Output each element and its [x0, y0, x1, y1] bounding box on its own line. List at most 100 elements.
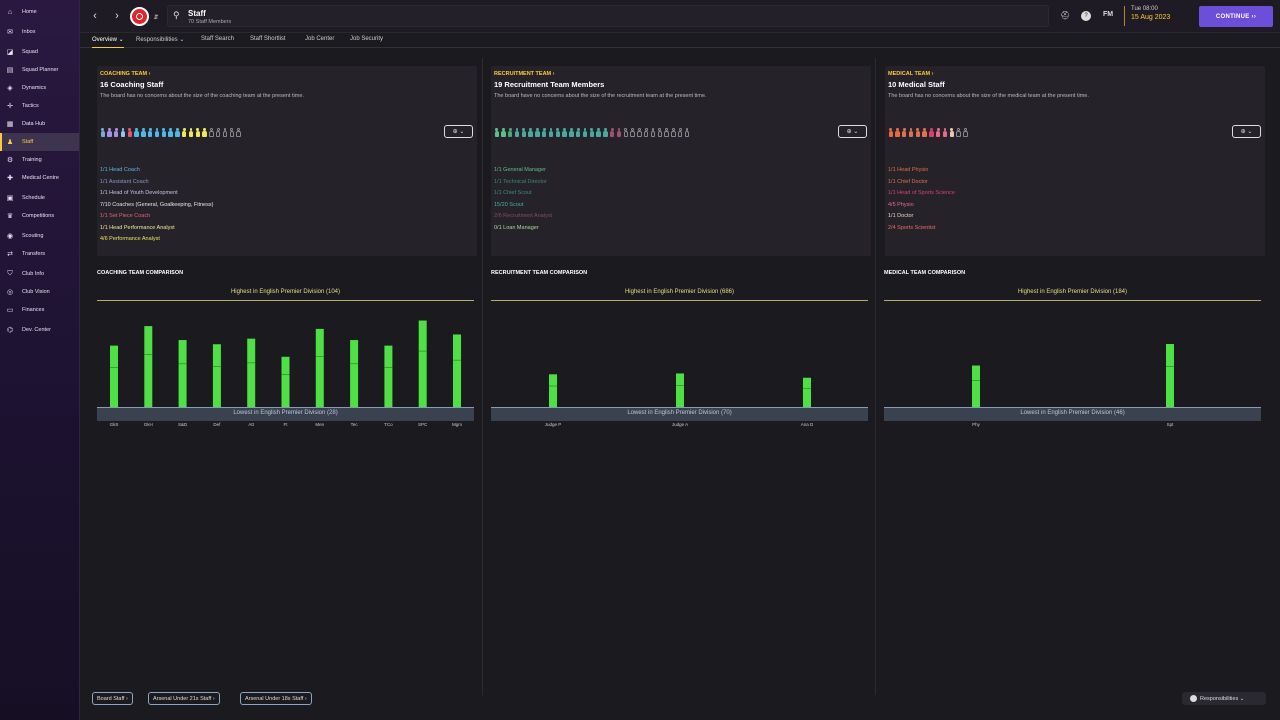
role-line[interactable]: 4/5 Physio — [888, 201, 914, 208]
tab-overview[interactable]: Overview ⌄ — [92, 37, 124, 48]
x-tick-label: S&D — [177, 422, 188, 427]
bottom-link-arsenal-under-18s-staff[interactable]: Arsenal Under 18s Staff › — [240, 692, 312, 705]
role-line[interactable]: 1/1 Technical Director — [494, 178, 547, 185]
sidebar-item-scouting[interactable]: ◉ Scouting — [0, 227, 79, 245]
bar-s-d[interactable] — [178, 340, 187, 407]
role-line[interactable]: 1/1 Assistant Coach — [100, 178, 149, 185]
team-link[interactable]: COACHING TEAM › — [100, 71, 151, 77]
sidebar-item-label: Inbox — [22, 29, 36, 35]
bar-gks[interactable] — [110, 345, 118, 407]
fm-menu-icon[interactable]: FM — [1103, 11, 1114, 18]
lowest-label: Lowest in English Premier Division (28) — [233, 410, 338, 416]
bar-mgm[interactable] — [453, 334, 461, 407]
board-note: The board has no concerns about the size… — [100, 93, 304, 99]
vacancy-figure-icon — [657, 128, 662, 137]
tab-staff-search[interactable]: Staff Search — [201, 36, 234, 42]
role-line[interactable]: 1/1 Head of Youth Development — [100, 190, 178, 196]
staff-figure-icon — [528, 128, 533, 137]
role-line[interactable]: 1/1 General Manager — [494, 167, 546, 173]
sidebar-item-home[interactable]: ⌂ Home — [0, 3, 79, 21]
bar-ana-d[interactable] — [803, 377, 811, 407]
sidebar-item-squad-planner[interactable]: ▤ Squad Planner — [0, 61, 79, 79]
bar-tco[interactable] — [384, 345, 393, 407]
tab-responsibilities[interactable]: Responsibilities ⌄ — [136, 37, 185, 43]
search-box[interactable]: ⚲ Staff 70 Staff Members — [167, 5, 1049, 27]
filter-dropdown[interactable]: ⊕ ⌄ — [444, 125, 473, 138]
role-line[interactable]: 1/1 Chief Scout — [494, 190, 532, 196]
bar-phy[interactable] — [972, 365, 980, 407]
sidebar-item-data-hub[interactable]: ▦ Data Hub — [0, 115, 79, 133]
staff-figure-icon — [494, 128, 499, 137]
club-badge[interactable] — [130, 7, 149, 26]
sidebar-item-competitions[interactable]: ♛ Competitions — [0, 207, 79, 225]
sidebar-item-staff[interactable]: ♟ Staff — [0, 133, 79, 151]
bar-att[interactable] — [247, 338, 256, 407]
x-tick-label: Phy — [972, 422, 980, 427]
bar-spt[interactable] — [1166, 344, 1174, 407]
staff-figure-icon — [582, 128, 588, 137]
staff-figure-icon — [161, 128, 166, 137]
role-line[interactable]: 1/1 Chief Doctor — [888, 178, 928, 185]
continue-button[interactable]: CONTINUE ›› — [1199, 6, 1273, 27]
data-hub-icon: ▦ — [6, 121, 14, 128]
sidebar-item-medical-centre[interactable]: ✚ Medical Centre — [0, 169, 79, 187]
sidebar-item-dynamics[interactable]: ◈ Dynamics — [0, 79, 79, 97]
back-button[interactable]: ‹ — [93, 10, 97, 22]
tab-staff-shortlist[interactable]: Staff Shortlist — [250, 36, 286, 42]
sidebar-item-inbox[interactable]: ✉ Inbox — [0, 23, 79, 41]
bar-tec[interactable] — [350, 340, 359, 407]
sidebar-item-finances[interactable]: ▭ Finances — [0, 301, 79, 319]
role-line[interactable]: 1/1 Head of Sports Science — [888, 190, 955, 196]
staff-figure-icon — [915, 128, 920, 137]
tab-job-center[interactable]: Job Center — [305, 36, 335, 42]
x-tick-label: Ana D — [800, 422, 814, 427]
game-date[interactable]: Tue 08:00 15 Aug 2023 — [1124, 6, 1188, 26]
role-line[interactable]: 2/4 Sports Scientist — [888, 224, 936, 231]
sidebar-item-dev-center[interactable]: ⌬ Dev. Center — [0, 321, 79, 339]
responsibilities-button[interactable]: Responsibilities ⌄ — [1182, 692, 1266, 705]
bottom-link-arsenal-under-21s-staff[interactable]: Arsenal Under 21s Staff › — [148, 692, 220, 705]
sidebar-item-club-info[interactable]: ⛉ Club Info — [0, 265, 79, 283]
staff-figure-icon — [107, 128, 112, 137]
team-link[interactable]: RECRUITMENT TEAM › — [494, 71, 555, 77]
sidebar-item-squad[interactable]: ◪ Squad — [0, 43, 79, 61]
bar-gkh[interactable] — [144, 326, 153, 407]
staff-figure-icon — [562, 128, 567, 137]
bar-def[interactable] — [212, 344, 221, 407]
bar-judge-a[interactable] — [676, 373, 684, 407]
bar-marker — [418, 350, 427, 352]
bar-judge-p[interactable] — [549, 374, 557, 407]
bar-ft[interactable] — [281, 356, 290, 407]
bar-men[interactable] — [315, 328, 324, 407]
team-link[interactable]: MEDICAL TEAM › — [888, 71, 934, 77]
manager-icon[interactable]: ⛑ — [1060, 11, 1071, 20]
forward-button[interactable]: › — [115, 10, 119, 22]
role-line[interactable]: 0/1 Loan Manager — [494, 224, 539, 231]
help-icon[interactable]: ? — [1081, 11, 1091, 21]
club-switch-icon[interactable]: ⇵ — [153, 14, 159, 21]
x-tick-label: Mgm — [452, 422, 462, 427]
staff-figures — [100, 128, 241, 138]
sidebar-item-training[interactable]: ⚙ Training — [0, 151, 79, 169]
sidebar-item-label: Club Info — [22, 271, 45, 277]
role-line[interactable]: 15/20 Scout — [494, 201, 524, 208]
filter-dropdown[interactable]: ⊕ ⌄ — [1232, 125, 1261, 138]
role-line[interactable]: 1/1 Head Performance Analyst — [100, 224, 175, 231]
sidebar-item-transfers[interactable]: ⇄ Transfers — [0, 245, 79, 263]
role-line[interactable]: 1/1 Head Physio — [888, 167, 929, 173]
sidebar-item-label: Home — [22, 9, 37, 15]
role-line[interactable]: 1/1 Set Piece Coach — [100, 213, 151, 219]
sidebar-item-schedule[interactable]: ▣ Schedule — [0, 189, 79, 207]
role-line[interactable]: 7/10 Coaches (General, Goalkeeping, Fitn… — [100, 201, 214, 208]
sidebar-item-club-vision[interactable]: ◎ Club Vision — [0, 283, 79, 301]
role-line[interactable]: 1/1 Head Coach — [100, 167, 140, 173]
bottom-link-board-staff[interactable]: Board Staff › — [92, 692, 133, 705]
role-line[interactable]: 2/6 Recruitment Analyst — [494, 213, 553, 219]
role-line[interactable]: 1/1 Doctor — [888, 213, 914, 219]
x-tick-label: Men — [315, 422, 325, 427]
bar-spc[interactable] — [418, 320, 427, 407]
filter-dropdown[interactable]: ⊕ ⌄ — [838, 125, 867, 138]
sidebar-item-tactics[interactable]: ✛ Tactics — [0, 97, 79, 115]
tab-job-security[interactable]: Job Security — [350, 36, 384, 42]
role-line[interactable]: 4/6 Performance Analyst — [100, 236, 160, 242]
